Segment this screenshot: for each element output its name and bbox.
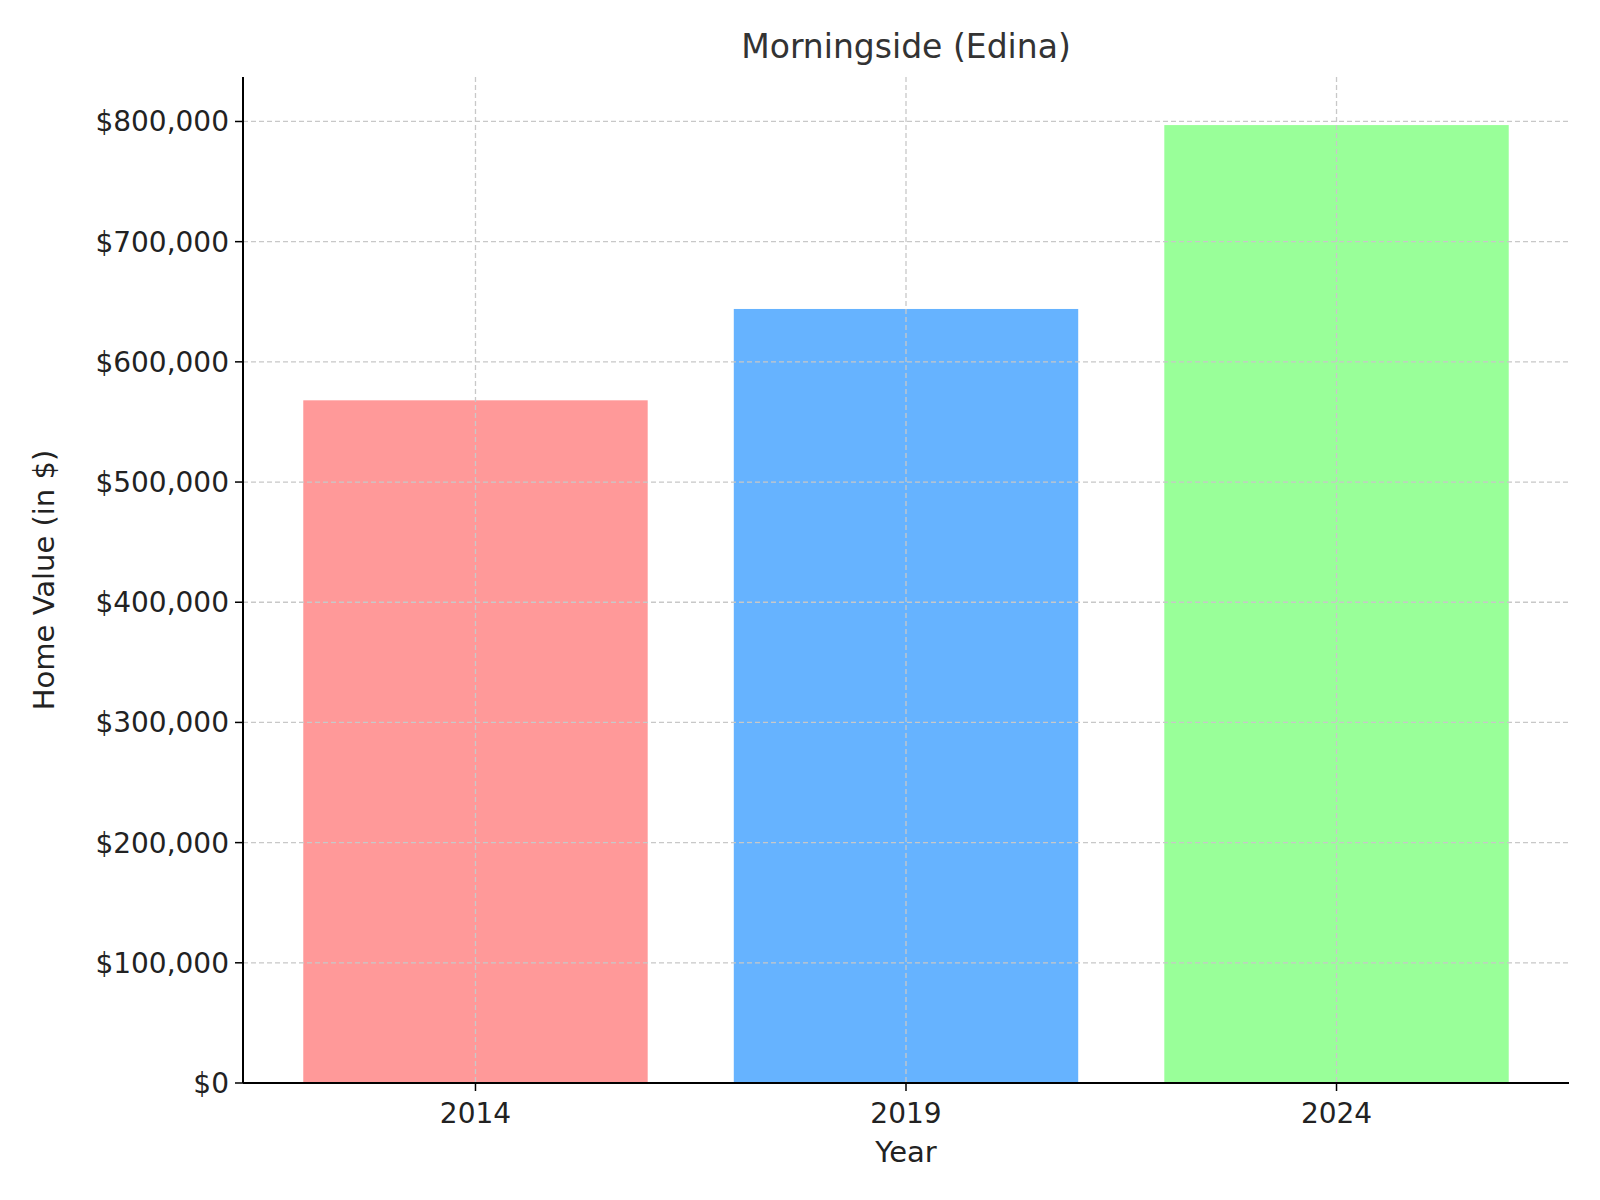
y-axis-line [242,77,244,1083]
y-tick [235,962,243,964]
x-tick [1336,1083,1338,1091]
x-grid-line [1336,77,1337,1083]
x-tick [475,1083,477,1091]
chart-svg: $0 $100,000 $200,000 $300,000 $400,000 $500,0… [0,0,1600,1200]
title: Morningside (Edina) [741,27,1071,66]
y-axis-label: Home Value (in $) [27,450,61,710]
bar [1164,125,1508,1083]
x-grid-line [475,77,476,1083]
x-grid-line [905,77,906,1083]
y-tick-label: $200,000 [95,827,229,860]
y-tick [235,121,243,123]
y-tick [235,1082,243,1084]
y-tick-label: $400,000 [95,586,229,619]
y-tick-label: $0 [193,1067,229,1100]
y-tick-label: $800,000 [95,105,229,138]
y-tick-label: $600,000 [95,346,229,379]
grid [243,77,1569,1083]
x-axis-line [243,1082,1569,1084]
y-grid-line [243,1082,1569,1083]
x-tick-label: 2014 [440,1097,511,1130]
y-tick [235,361,243,363]
y-tick [235,601,243,603]
y-tick [235,481,243,483]
x-tick-label: 2019 [870,1097,941,1130]
y-tick [235,722,243,724]
x-tick-label: 2024 [1301,1097,1372,1130]
x-tick [905,1083,907,1091]
y-tick [235,241,243,243]
x-axis-label: Year [874,1135,936,1169]
y-tick-label: $500,000 [95,466,229,499]
y-tick [235,842,243,844]
y-tick-label: $700,000 [95,226,229,259]
chart-container: $0 $100,000 $200,000 $300,000 $400,000 $500,0… [0,0,1600,1200]
y-grid-line [243,842,1569,843]
y-grid-line [243,962,1569,963]
y-tick-label: $100,000 [95,947,229,980]
bars [303,125,1508,1083]
y-tick-label: $300,000 [95,706,229,739]
axes: $0 $100,000 $200,000 $300,000 $400,000 $500,0… [95,77,1569,1130]
